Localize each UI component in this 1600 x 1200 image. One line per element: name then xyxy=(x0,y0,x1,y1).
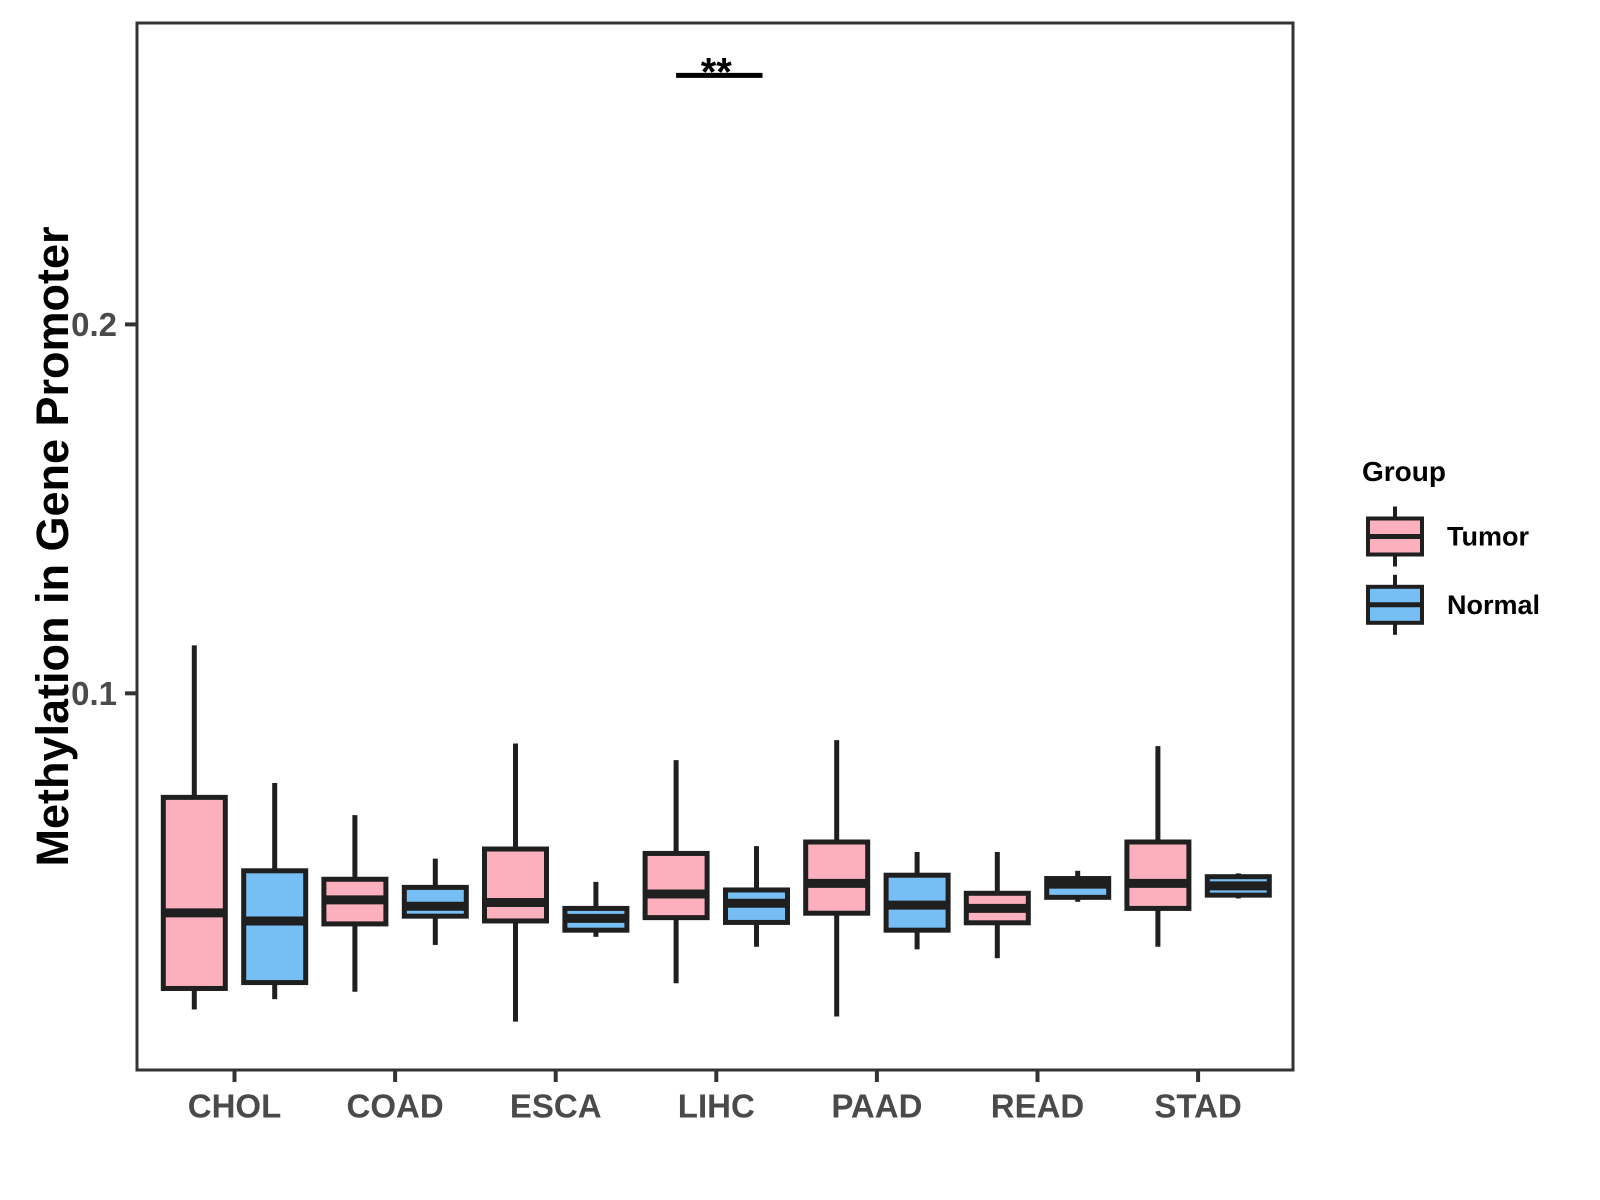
x-tick-label-STAD: STAD xyxy=(1154,1088,1241,1125)
boxplot-tumor-PAAD xyxy=(803,740,871,1017)
iqr-box xyxy=(1124,839,1192,911)
boxplot-tumor-COAD xyxy=(321,815,389,992)
boxplot-tumor-STAD xyxy=(1124,746,1192,947)
boxplot-tumor-READ xyxy=(963,851,1031,959)
significance-label: ** xyxy=(701,50,733,94)
legend-label-tumor: Tumor xyxy=(1447,522,1529,552)
boxplot-tumor-CHOL xyxy=(160,645,228,1010)
x-tick-label-PAAD: PAAD xyxy=(831,1088,922,1125)
legend-entry-tumor: Tumor xyxy=(1366,506,1529,567)
iqr-box xyxy=(482,846,549,924)
x-tick-label-CHOL: CHOL xyxy=(188,1088,282,1125)
legend-label-normal: Normal xyxy=(1447,590,1540,620)
boxplot-tumor-ESCA xyxy=(482,743,549,1022)
iqr-box xyxy=(803,839,871,916)
legend-title: Group xyxy=(1362,456,1446,487)
plot-panel xyxy=(135,21,1295,1072)
x-tick-label-COAD: COAD xyxy=(347,1088,444,1125)
boxplot-normal-CHOL xyxy=(241,782,309,1000)
legend-entry-normal: Normal xyxy=(1366,574,1540,635)
x-tick-label-READ: READ xyxy=(991,1088,1085,1125)
boxplot-normal-LIHC xyxy=(723,846,790,947)
boxplot-normal-PAAD xyxy=(883,851,951,950)
x-tick-label-LIHC: LIHC xyxy=(678,1088,755,1125)
y-tick-label-0.1: 0.1 xyxy=(71,675,117,712)
iqr-box xyxy=(160,794,228,991)
y-axis-title: Methylation in Gene Promoter xyxy=(27,226,78,866)
boxplot-normal-ESCA xyxy=(562,881,630,937)
x-tick-label-ESCA: ESCA xyxy=(510,1088,602,1125)
iqr-box xyxy=(241,868,309,986)
boxplot-normal-COAD xyxy=(401,858,469,945)
y-tick-label-0.2: 0.2 xyxy=(71,306,117,343)
boxplot-normal-READ xyxy=(1044,870,1112,902)
boxplot-normal-STAD xyxy=(1204,873,1272,899)
iqr-box xyxy=(642,850,710,921)
boxplot-tumor-LIHC xyxy=(642,760,710,984)
